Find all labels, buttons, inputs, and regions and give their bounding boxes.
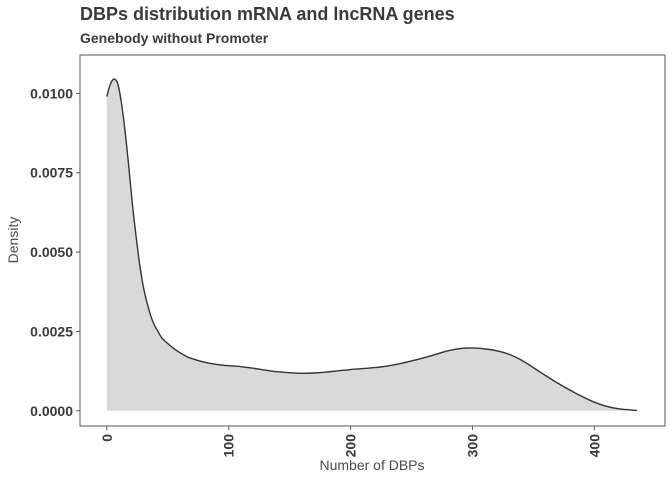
y-axis-label: Density: [5, 217, 21, 264]
panel-border: [79, 54, 666, 427]
y-tick-label: 0.0000: [30, 403, 73, 419]
x-tick-label: 300: [464, 434, 480, 458]
y-tick-label: 0.0050: [30, 244, 73, 260]
y-axis: 0.0000 0.0025 0.0050 0.0075 0.0100: [30, 85, 80, 419]
y-tick-label: 0.0075: [30, 165, 73, 181]
y-tick-label: 0.0100: [30, 85, 73, 101]
x-tick-label: 200: [343, 434, 359, 458]
x-tick-label: 0: [99, 434, 115, 442]
density-area: [106, 79, 637, 411]
x-tick-label: 100: [221, 434, 237, 458]
y-tick-label: 0.0025: [30, 323, 73, 339]
chart-title: DBPs distribution mRNA and lncRNA genes: [80, 4, 455, 24]
density-line: [106, 78, 638, 412]
chart-subtitle: Genebody without Promoter: [80, 30, 269, 46]
x-tick-label: 400: [586, 434, 602, 458]
x-axis: 0 100 200 300 400: [99, 426, 602, 458]
x-axis-label: Number of DBPs: [319, 457, 424, 473]
plot-area: [106, 78, 638, 412]
